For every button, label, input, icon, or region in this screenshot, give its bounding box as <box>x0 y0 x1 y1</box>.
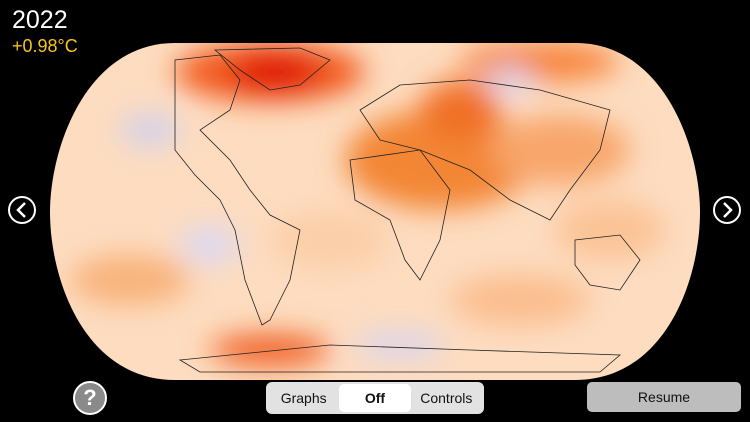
next-button[interactable] <box>713 196 741 224</box>
segment[interactable]: Controls <box>420 390 473 406</box>
previous-button[interactable] <box>8 196 36 224</box>
segmented-control: Graphs Off Controls <box>266 382 484 414</box>
segment[interactable]: Off <box>339 384 411 412</box>
anomaly-label: +0.98°C <box>12 36 78 56</box>
temperature-map <box>50 43 700 380</box>
year-label: 2022 <box>12 6 68 34</box>
segment[interactable]: Graphs <box>280 390 327 406</box>
resume-button[interactable]: Resume <box>587 382 741 412</box>
help-button[interactable]: ? <box>73 381 107 415</box>
